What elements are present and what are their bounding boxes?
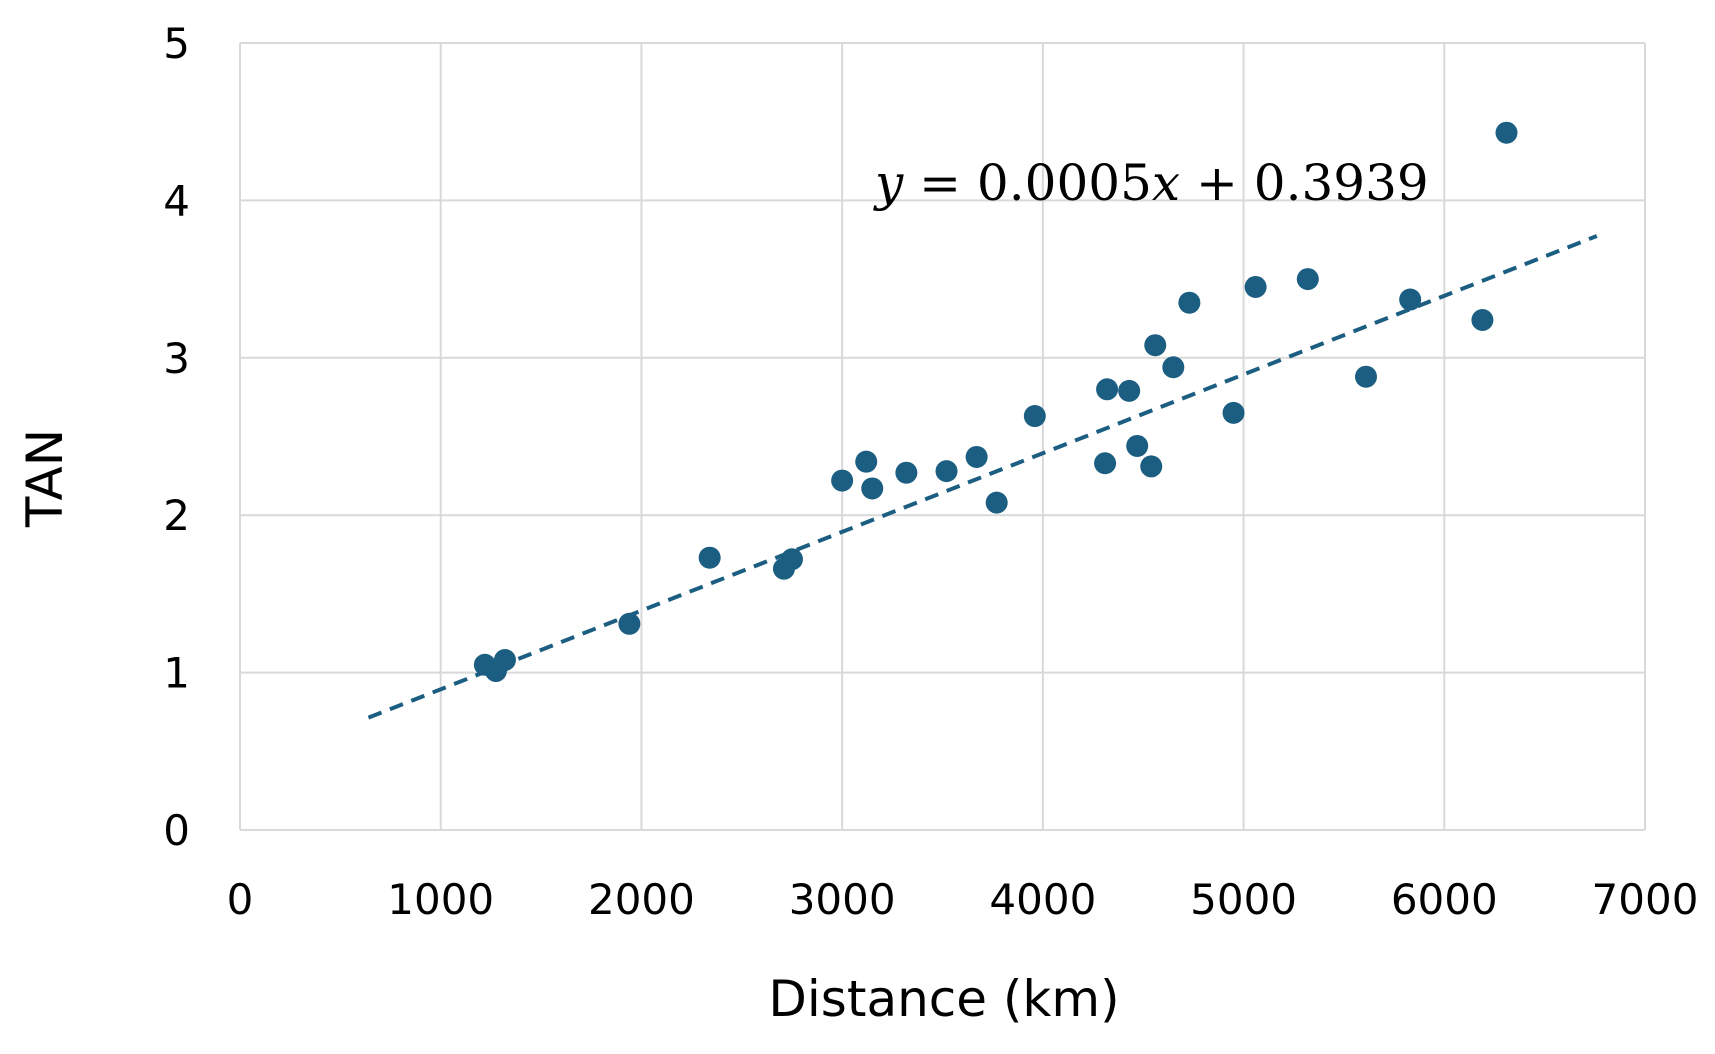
data-point [1126, 434, 1149, 457]
data-point [895, 461, 918, 484]
y-tick-label: 4 [163, 176, 190, 225]
equation-intercept: + 0.3939 [1180, 154, 1429, 212]
data-point [1471, 309, 1494, 332]
data-point [831, 469, 854, 492]
x-axis-title: Distance (km) [768, 970, 1119, 1028]
data-points [473, 121, 1518, 683]
x-tick-labels: 0 1000 2000 3000 4000 5000 6000 7000 [227, 875, 1699, 924]
equation-x-var: x [1152, 154, 1180, 212]
data-point [1222, 401, 1245, 424]
data-point [780, 548, 803, 571]
trendline [367, 234, 1598, 720]
data-point [1023, 405, 1046, 428]
data-point [965, 445, 988, 468]
data-point [855, 450, 878, 473]
data-point [1244, 275, 1267, 298]
y-tick-label: 2 [163, 491, 190, 540]
x-tick-label: 2000 [588, 875, 695, 924]
data-point [1178, 291, 1201, 314]
data-point [1296, 268, 1319, 291]
y-tick-labels: 0 1 2 3 4 5 [163, 19, 190, 855]
data-point [1140, 455, 1163, 478]
data-point [1096, 378, 1119, 401]
data-point [618, 612, 641, 635]
x-tick-label: 4000 [989, 875, 1096, 924]
x-tick-label: 6000 [1391, 875, 1498, 924]
data-point [1495, 121, 1518, 144]
data-point [1094, 452, 1117, 475]
y-axis-title: TAN [16, 429, 74, 528]
x-tick-label: 7000 [1592, 875, 1699, 924]
grid-lines [239, 42, 1646, 831]
data-point [861, 477, 884, 500]
data-point [985, 491, 1008, 514]
x-tick-label: 1000 [387, 875, 494, 924]
y-tick-label: 1 [163, 649, 190, 698]
data-point [1118, 379, 1141, 402]
data-point [935, 460, 958, 483]
y-tick-label: 5 [163, 19, 190, 68]
data-point [1144, 334, 1167, 357]
trendline-layer [367, 234, 1598, 720]
equation-y-var: y [873, 154, 904, 212]
x-tick-label: 3000 [789, 875, 896, 924]
x-tick-label: 5000 [1190, 875, 1297, 924]
y-tick-label: 3 [163, 334, 190, 383]
y-tick-label: 0 [163, 806, 190, 855]
data-point [493, 649, 516, 672]
x-tick-label: 0 [227, 875, 254, 924]
trendline-equation: y = 0.0005x + 0.3939 [873, 154, 1429, 212]
data-point [1162, 356, 1185, 379]
data-point [698, 546, 721, 569]
data-point [1399, 288, 1422, 311]
equation-slope: = 0.0005 [903, 154, 1152, 212]
data-point [1355, 365, 1378, 388]
